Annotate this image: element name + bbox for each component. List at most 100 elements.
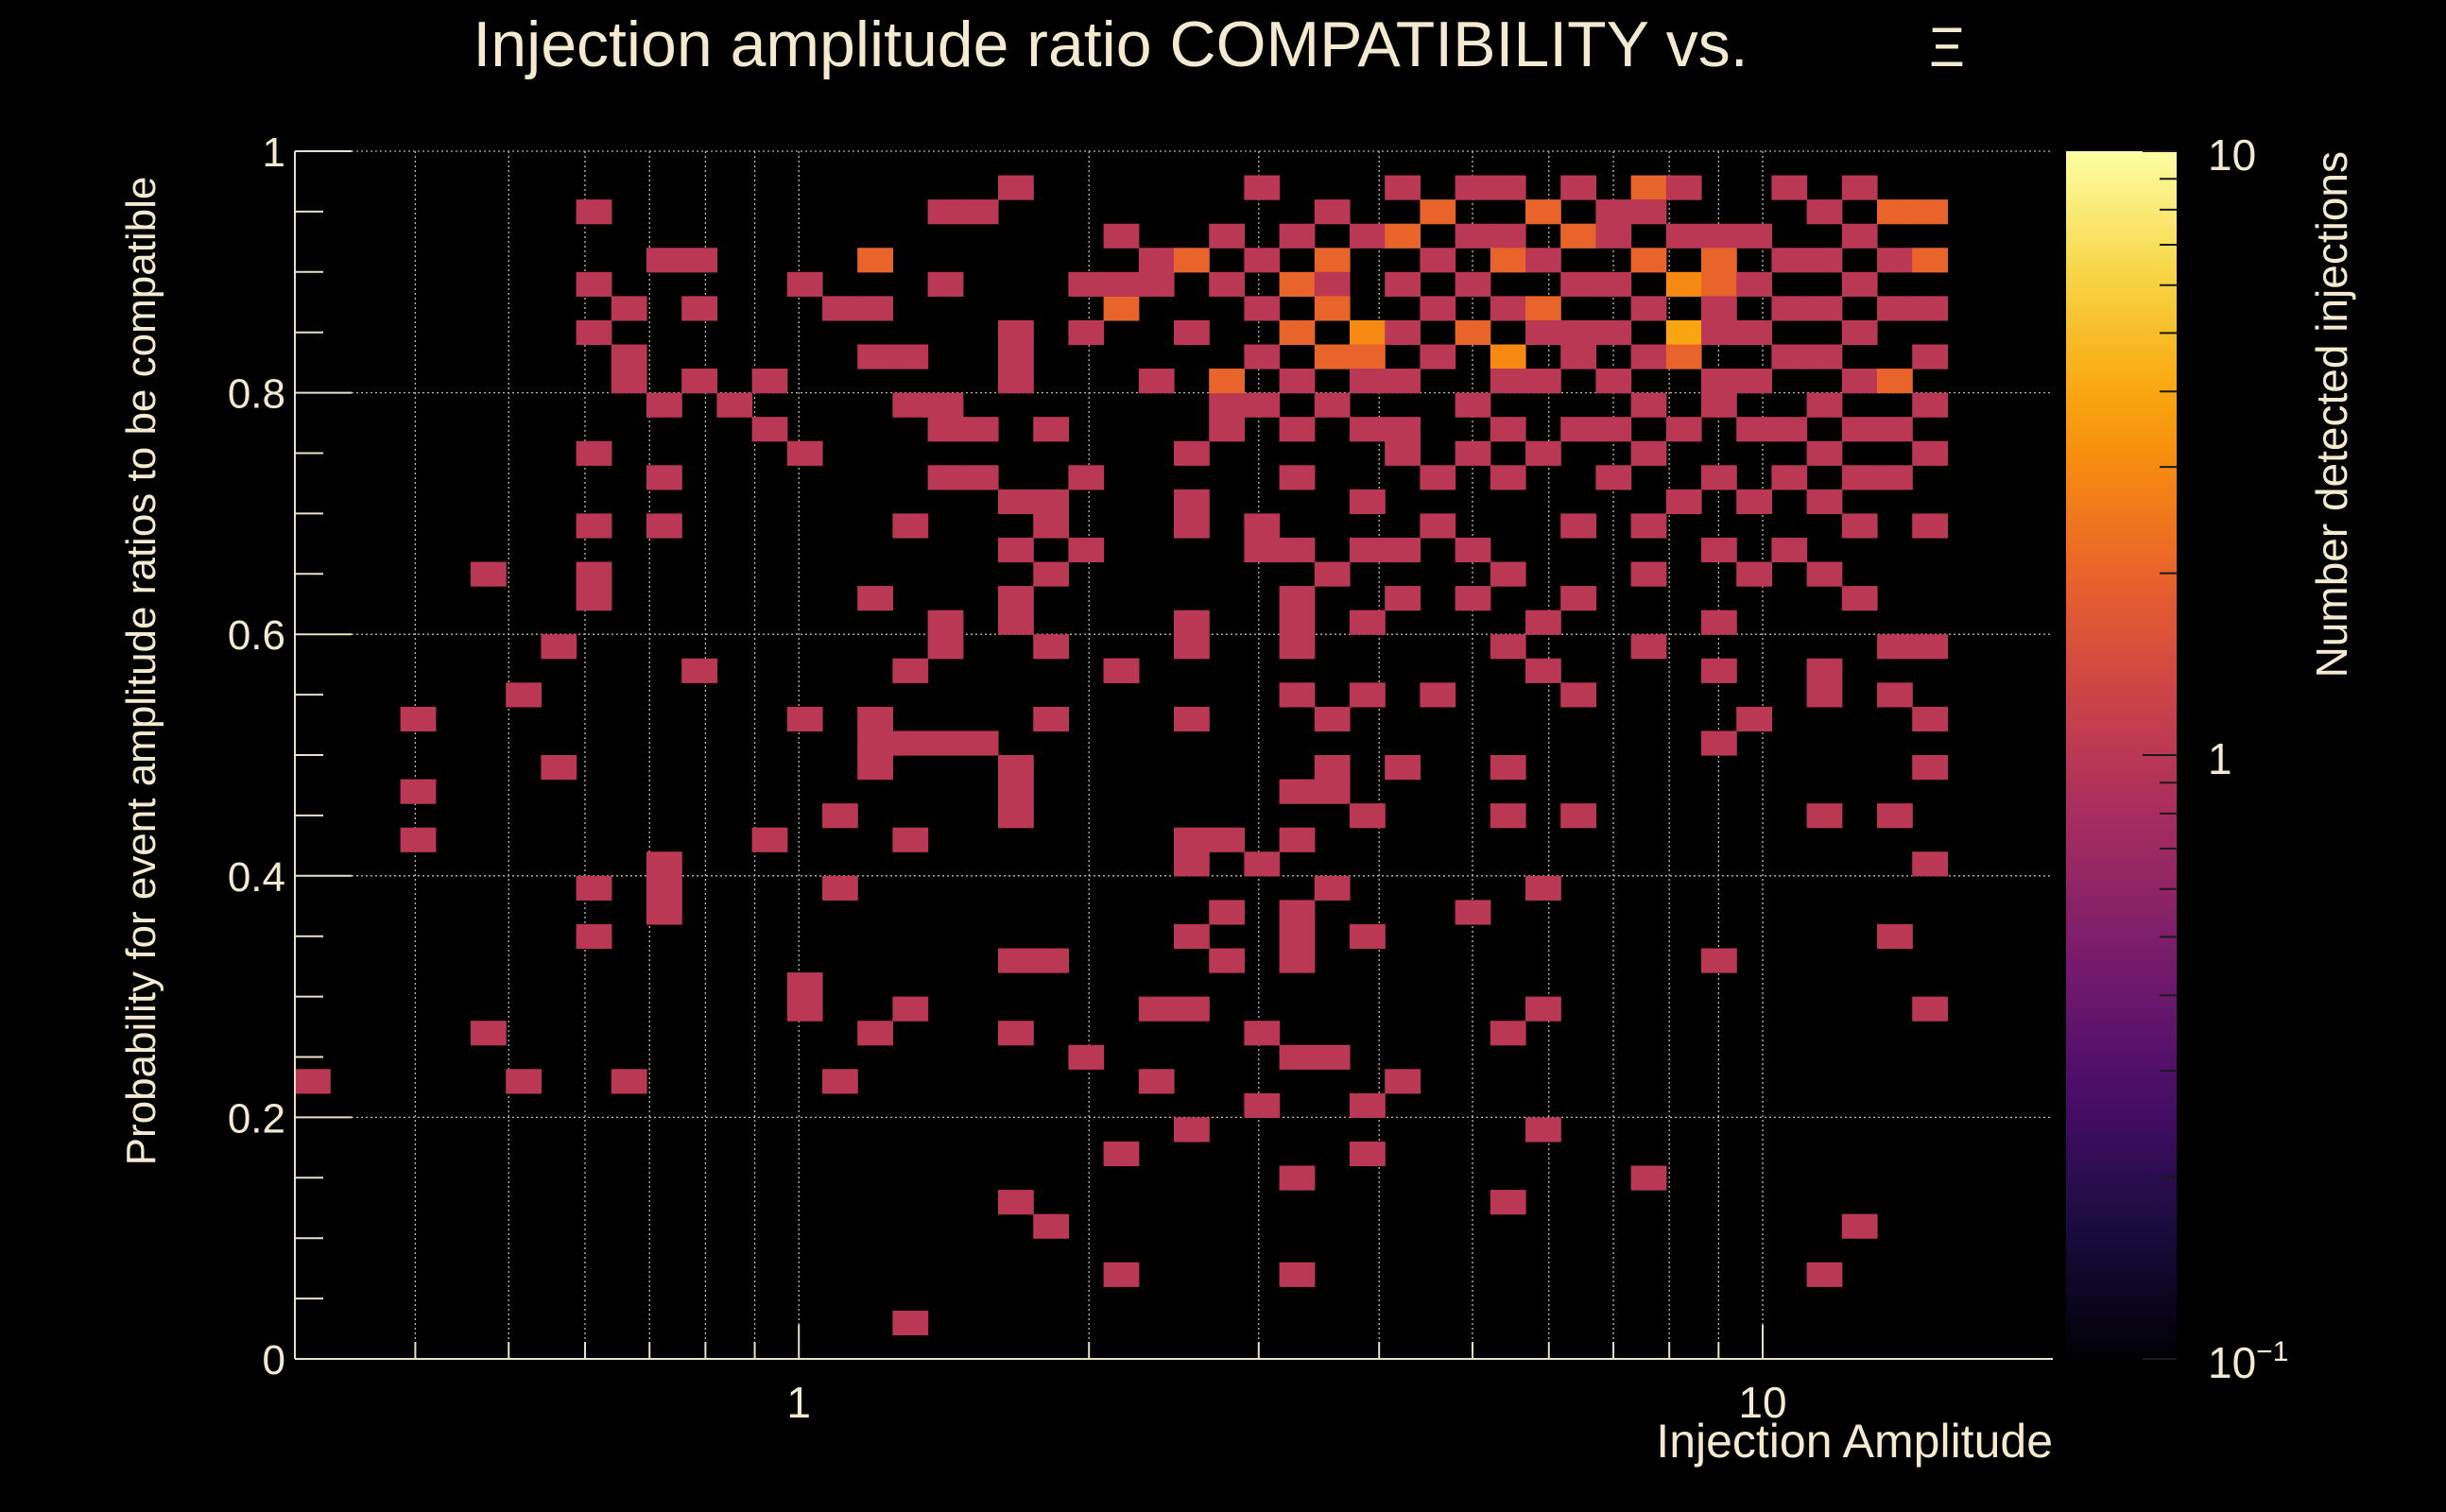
heatmap-cell <box>857 1021 893 1046</box>
heatmap-cell <box>1560 803 1596 829</box>
heatmap-cell <box>1912 996 1948 1022</box>
heatmap-cell <box>1314 392 1351 418</box>
heatmap-cell <box>646 392 682 418</box>
heatmap-cell <box>822 1069 858 1094</box>
heatmap-cell <box>1595 223 1632 249</box>
y-tick-label: 0 <box>263 1337 285 1383</box>
heatmap-cell <box>1103 223 1140 249</box>
heatmap-cell <box>1701 392 1737 418</box>
heatmap-cell <box>1490 755 1526 781</box>
heatmap-cell <box>1525 610 1561 635</box>
heatmap-cell <box>1455 586 1491 611</box>
heatmap-cell <box>962 199 999 225</box>
heatmap-cell <box>1350 417 1386 442</box>
heatmap-cell <box>1420 682 1456 708</box>
heatmap-cell <box>1314 779 1351 804</box>
heatmap-cell <box>998 344 1034 369</box>
heatmap-cell <box>1138 1069 1175 1094</box>
heatmap-cell <box>1560 271 1596 297</box>
heatmap-cell <box>1877 199 1913 225</box>
heatmap-cell <box>1701 610 1737 635</box>
heatmap-cell <box>1209 417 1245 442</box>
heatmap-cell <box>1490 344 1526 369</box>
heatmap-cell <box>1771 344 1808 369</box>
heatmap-cell <box>1630 440 1667 466</box>
heatmap-cells <box>295 175 1948 1336</box>
heatmap-cell <box>998 610 1034 635</box>
heatmap-cell <box>611 369 647 394</box>
heatmap-cell <box>1525 996 1561 1022</box>
heatmap-cell <box>1841 369 1878 394</box>
heatmap-cell <box>1630 1165 1667 1191</box>
heatmap-cell <box>1771 296 1808 321</box>
heatmap-cell <box>1314 199 1351 225</box>
heatmap-cell <box>998 779 1034 804</box>
heatmap-cell <box>1174 923 1210 950</box>
heatmap-cell <box>998 489 1034 514</box>
heatmap-cell <box>857 248 893 273</box>
colorbar-label: Number detected injections <box>2307 151 2356 678</box>
heatmap-cell <box>1525 875 1561 901</box>
heatmap-cell <box>1455 319 1491 346</box>
heatmap-cell <box>1138 271 1175 297</box>
heatmap-cell <box>1525 296 1561 321</box>
heatmap-cell <box>751 369 788 394</box>
heatmap-cell <box>1701 948 1737 973</box>
heatmap-cell <box>1560 223 1596 249</box>
heatmap-cell <box>1385 1069 1421 1094</box>
colorbar-tick-exponent: −1 <box>2256 1336 2288 1367</box>
colorbar-tick-base: 10 <box>2208 130 2256 180</box>
heatmap-cell <box>1841 175 1878 200</box>
heatmap-cell <box>400 779 437 804</box>
heatmap-cell <box>1665 344 1702 369</box>
heatmap-cell <box>998 803 1034 829</box>
heatmap-cell <box>1350 537 1386 563</box>
heatmap-cell <box>1701 730 1737 756</box>
heatmap-cell <box>1841 223 1878 249</box>
heatmap-cell <box>1209 900 1245 925</box>
heatmap-cell <box>962 465 999 490</box>
heatmap-cell <box>1455 900 1491 925</box>
heatmap-cell <box>1033 513 1069 539</box>
heatmap-cell <box>576 875 612 901</box>
heatmap-cell <box>1174 996 1210 1022</box>
heatmap-cell <box>646 875 682 901</box>
heatmap-cell <box>1174 827 1210 852</box>
heatmap-cell <box>1701 465 1737 490</box>
heatmap-cell <box>1665 271 1702 297</box>
heatmap-cell <box>1314 1044 1351 1070</box>
heatmap-cell <box>1420 248 1456 273</box>
heatmap-cell <box>1701 369 1737 394</box>
heatmap-cell <box>1209 223 1245 249</box>
heatmap-cell <box>998 948 1034 973</box>
heatmap-cell <box>751 827 788 852</box>
heatmap-cell <box>1033 948 1069 973</box>
heatmap-cell <box>1525 658 1561 683</box>
heatmap-cell <box>1455 223 1491 249</box>
heatmap-cell <box>1806 489 1843 514</box>
heatmap-cell <box>1033 1213 1069 1239</box>
heatmap-cell <box>1841 271 1878 297</box>
heatmap-cell <box>1033 706 1069 732</box>
heatmap-cell <box>1630 392 1667 418</box>
heatmap-cell <box>1771 417 1808 442</box>
heatmap-cell <box>646 248 682 273</box>
heatmap-cell <box>1490 561 1526 587</box>
heatmap-cell <box>822 296 858 321</box>
y-tick-label: 1 <box>263 129 285 176</box>
heatmap-cell <box>927 610 964 635</box>
heatmap-cell <box>786 440 823 466</box>
heatmap-cell <box>1174 319 1210 346</box>
heatmap-cell <box>1490 1021 1526 1046</box>
heatmap-cell <box>576 271 612 297</box>
heatmap-cell <box>1841 513 1878 539</box>
heatmap-cell <box>541 755 577 781</box>
colorbar-tick-base: 1 <box>2208 734 2232 783</box>
heatmap-cell <box>1279 369 1316 394</box>
y-axis-label: Probability for event amplitude ratios t… <box>118 177 164 1166</box>
heatmap-cell <box>1068 1044 1105 1070</box>
heatmap-cell <box>1244 175 1281 200</box>
heatmap-cell <box>962 417 999 442</box>
